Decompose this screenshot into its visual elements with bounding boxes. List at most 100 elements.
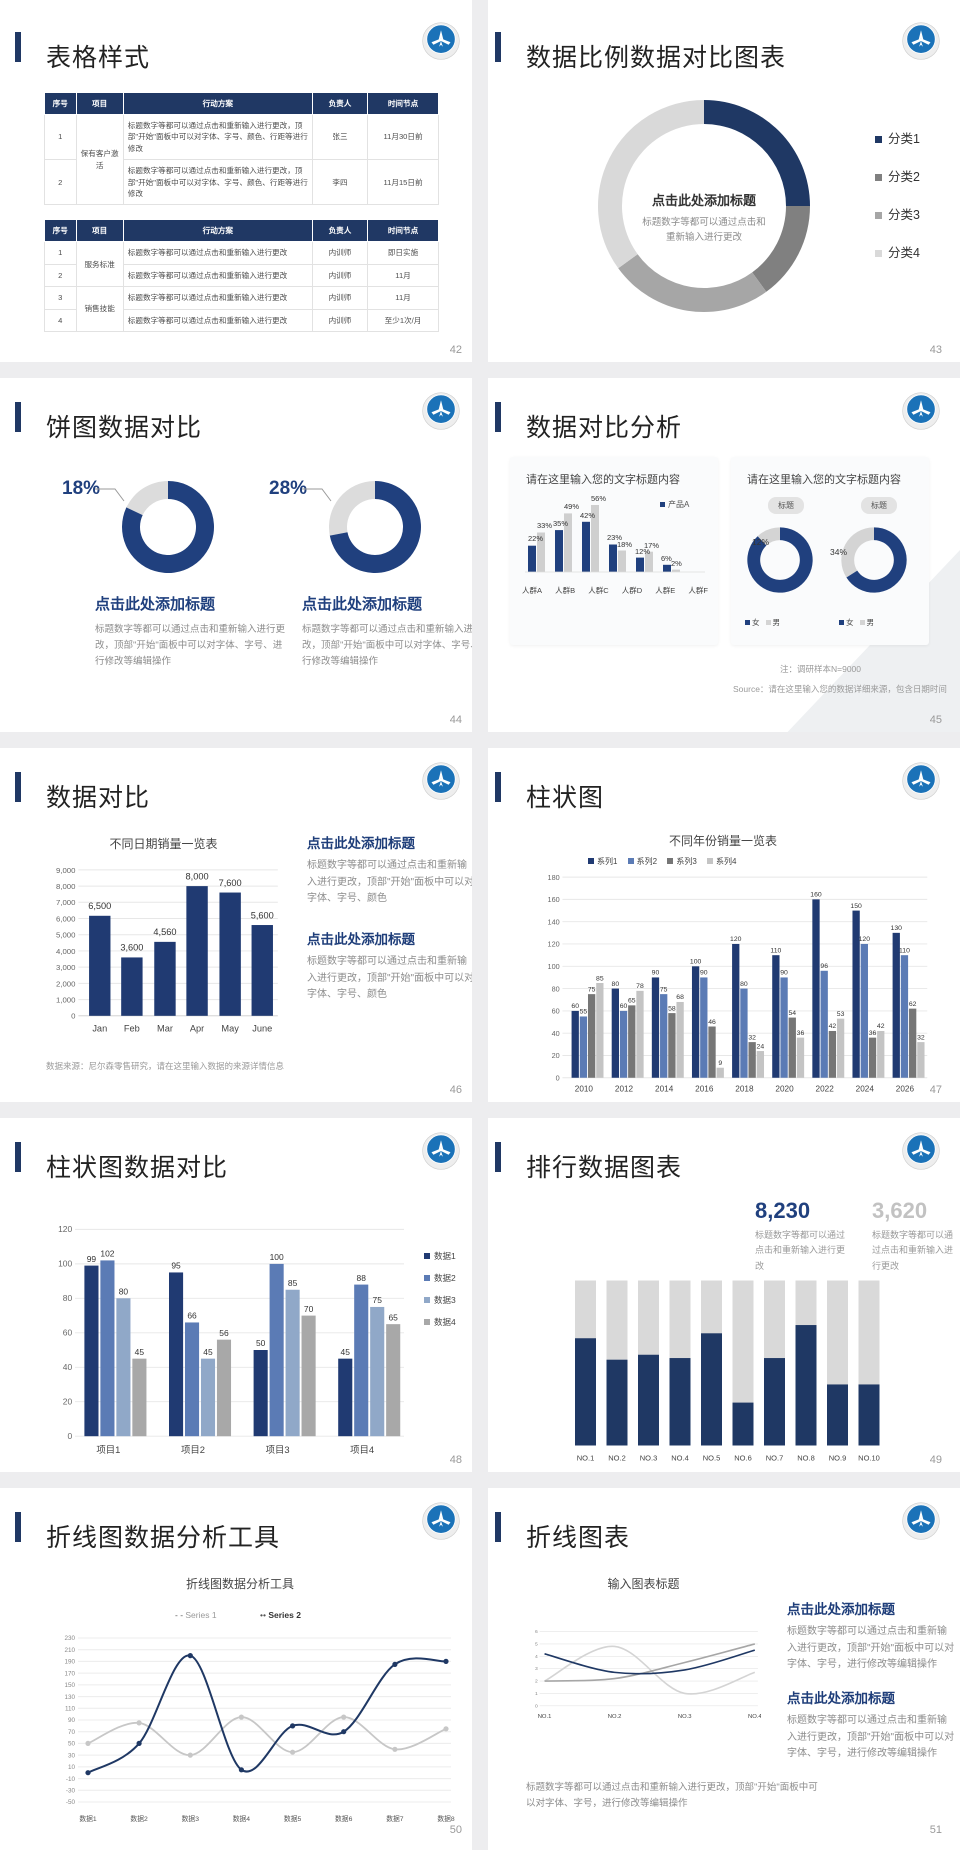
svg-text:56: 56 [219,1328,229,1338]
svg-text:2020: 2020 [775,1084,794,1093]
svg-text:24: 24 [757,1043,765,1050]
svg-text:120: 120 [859,936,871,943]
svg-text:68: 68 [676,994,684,1001]
svg-text:30: 30 [68,1752,76,1759]
svg-text:数据3: 数据3 [182,1814,200,1823]
svg-text:70: 70 [304,1304,314,1314]
svg-text:102: 102 [100,1249,114,1259]
svg-text:80: 80 [740,981,748,988]
svg-text:95: 95 [171,1261,181,1271]
svg-text:NO.3: NO.3 [678,1714,692,1720]
svg-text:NO.7: NO.7 [766,1454,784,1463]
svg-text:36: 36 [797,1030,805,1037]
svg-text:60: 60 [571,1003,579,1010]
svg-text:Mar: Mar [157,1023,173,1033]
svg-text:2: 2 [535,1679,538,1685]
svg-text:Feb: Feb [124,1023,140,1033]
svg-text:80: 80 [612,981,620,988]
svg-text:10: 10 [68,1764,76,1771]
svg-text:2026: 2026 [896,1084,915,1093]
svg-text:NO.4: NO.4 [671,1454,689,1463]
svg-text:42: 42 [877,1023,885,1030]
svg-text:NO.8: NO.8 [797,1454,815,1463]
svg-text:0: 0 [67,1431,72,1441]
svg-text:1: 1 [535,1691,538,1697]
svg-text:32: 32 [917,1034,925,1041]
svg-text:110: 110 [770,947,781,954]
svg-text:4,560: 4,560 [153,927,176,937]
svg-text:100: 100 [690,959,702,966]
svg-text:62: 62 [909,1001,917,1008]
svg-text:75: 75 [373,1295,383,1305]
svg-text:数据6: 数据6 [335,1814,353,1823]
svg-text:90: 90 [652,970,660,977]
svg-text:NO.4: NO.4 [748,1714,761,1720]
svg-text:NO.9: NO.9 [829,1454,847,1463]
svg-text:2,000: 2,000 [56,979,76,988]
svg-text:100: 100 [58,1259,72,1269]
svg-text:80: 80 [552,984,560,993]
svg-text:8,000: 8,000 [186,872,209,882]
svg-text:9: 9 [718,1060,722,1067]
svg-text:-30: -30 [66,1788,76,1795]
svg-text:June: June [252,1023,272,1033]
svg-text:May: May [221,1023,239,1033]
svg-text:18%: 18% [617,540,632,549]
svg-text:85: 85 [596,975,604,982]
svg-text:22%: 22% [528,534,543,543]
svg-text:45: 45 [135,1347,145,1357]
svg-text:58: 58 [668,1005,676,1012]
svg-text:7,600: 7,600 [219,878,242,888]
svg-text:NO.3: NO.3 [640,1454,658,1463]
svg-text:项目4: 项目4 [350,1444,374,1455]
svg-text:3: 3 [535,1666,538,1672]
svg-text:0: 0 [556,1073,560,1082]
svg-text:35%: 35% [553,519,568,528]
svg-text:96: 96 [820,963,828,970]
svg-text:180: 180 [548,873,560,882]
svg-text:20: 20 [552,1051,560,1060]
svg-text:60: 60 [552,1007,560,1016]
svg-text:5,600: 5,600 [251,911,274,921]
svg-text:65: 65 [388,1312,398,1322]
svg-text:50: 50 [256,1338,266,1348]
svg-text:210: 210 [64,1647,75,1654]
svg-text:项目3: 项目3 [266,1444,290,1455]
svg-text:45: 45 [341,1347,351,1357]
svg-text:NO.6: NO.6 [734,1454,752,1463]
svg-text:100: 100 [548,962,560,971]
svg-text:54: 54 [788,1010,796,1017]
svg-text:20: 20 [63,1397,73,1407]
svg-text:NO.1: NO.1 [538,1714,552,1720]
svg-text:40: 40 [63,1362,73,1372]
svg-text:130: 130 [64,1694,75,1701]
svg-text:53: 53 [837,1011,845,1018]
svg-text:9,000: 9,000 [56,866,76,875]
svg-text:55: 55 [580,1009,588,1016]
svg-text:120: 120 [548,940,560,949]
svg-text:Jan: Jan [92,1023,107,1033]
svg-text:3,000: 3,000 [56,963,76,972]
svg-text:75: 75 [660,986,668,993]
svg-text:5,000: 5,000 [56,931,76,940]
svg-text:2024: 2024 [856,1084,875,1093]
svg-text:8,000: 8,000 [56,882,76,891]
svg-text:60: 60 [620,1003,628,1010]
svg-text:6,500: 6,500 [88,901,111,911]
svg-text:160: 160 [810,892,822,899]
svg-text:90: 90 [700,970,708,977]
svg-text:56%: 56% [591,494,606,503]
svg-text:数据8: 数据8 [437,1814,455,1823]
svg-text:120: 120 [730,936,742,943]
svg-text:40: 40 [552,1029,560,1038]
svg-text:-10: -10 [66,1776,76,1783]
svg-text:100: 100 [270,1252,284,1262]
svg-text:1,000: 1,000 [56,996,76,1005]
svg-text:数据2: 数据2 [130,1814,148,1823]
svg-text:2022: 2022 [816,1084,835,1093]
svg-text:140: 140 [548,917,560,926]
svg-text:数据7: 数据7 [386,1814,404,1823]
svg-text:150: 150 [850,903,862,910]
svg-text:NO.10: NO.10 [858,1454,880,1463]
svg-text:45: 45 [203,1347,213,1357]
